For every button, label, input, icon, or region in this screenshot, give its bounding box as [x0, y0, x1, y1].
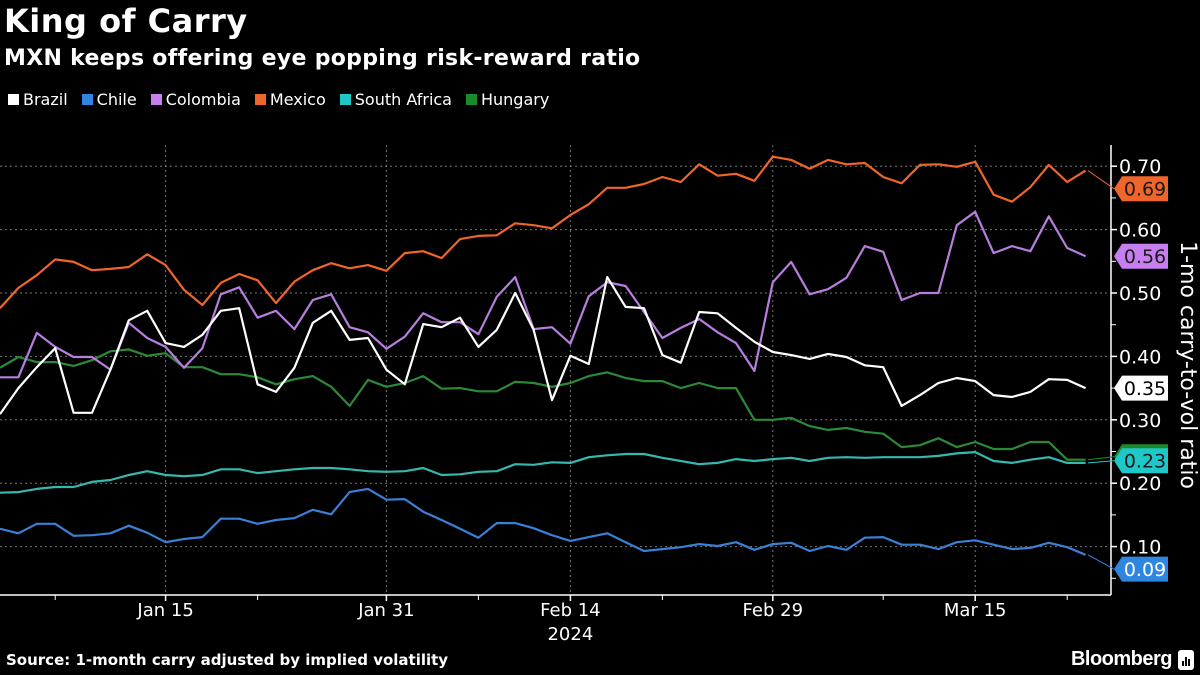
bloomberg-logo: Bloomberg: [1070, 648, 1173, 670]
y-axis-title: 1-mo carry-to-vol ratio: [1175, 241, 1200, 489]
legend-item-colombia: Colombia: [150, 90, 241, 109]
legend: Brazil Chile Colombia Mexico South Africa Hun…: [8, 90, 549, 109]
last-value-badge-colombia: [1114, 243, 1168, 269]
legend-item-south-africa: South Africa: [339, 90, 452, 109]
legend-item-chile: Chile: [81, 90, 137, 109]
badge-leader-south-africa: [1087, 460, 1115, 464]
x-tick-label: Feb 29: [743, 600, 804, 621]
legend-swatch: [8, 94, 19, 105]
last-value-label-chile: 0.09: [1124, 559, 1166, 581]
legend-label: Colombia: [165, 90, 241, 109]
bloomberg-chart-icon: [1178, 650, 1194, 670]
chart-subtitle: MXN keeps offering eye popping risk-rewa…: [4, 46, 641, 71]
chart-title: King of Carry: [4, 2, 248, 40]
y-tick-label: 0.60: [1119, 220, 1161, 242]
series-line-mexico: [0, 155, 1087, 309]
y-tick-label: 0.20: [1119, 473, 1161, 495]
y-tick-label: 0.40: [1119, 346, 1161, 368]
y-tick-label: 0.70: [1119, 156, 1161, 178]
last-value-badge-brazil: [1114, 375, 1168, 401]
source-note: Source: 1-month carry adjusted by implie…: [6, 651, 449, 669]
legend-item-hungary: Hungary: [465, 90, 550, 109]
last-value-label-colombia: 0.56: [1124, 246, 1166, 268]
legend-swatch: [150, 94, 162, 105]
last-value-badge-mexico: [1114, 176, 1168, 202]
legend-swatch: [81, 94, 93, 105]
series-line-colombia: [0, 210, 1087, 379]
legend-item-brazil: Brazil: [8, 90, 68, 109]
badge-leader-chile: [1087, 554, 1115, 570]
last-value-badge-chile: [1114, 556, 1168, 582]
x-year-label: 2024: [547, 624, 593, 645]
legend-swatch: [339, 94, 351, 105]
legend-label: Chile: [96, 90, 137, 109]
x-tick-label: Jan 15: [136, 600, 193, 621]
series-line-chile: [0, 487, 1087, 556]
badge-leader-hungary: [1087, 456, 1115, 461]
last-value-label-mexico: 0.69: [1124, 179, 1166, 201]
last-value-label-brazil: 0.35: [1124, 378, 1166, 400]
legend-item-mexico: Mexico: [254, 90, 326, 109]
legend-swatch: [465, 94, 477, 105]
last-value-badge-south-africa: [1114, 448, 1168, 474]
legend-label: Brazil: [23, 90, 68, 109]
legend-label: Hungary: [480, 90, 550, 109]
legend-label: Mexico: [269, 90, 326, 109]
series-line-brazil: [0, 276, 1087, 415]
x-tick-label: Jan 31: [357, 600, 414, 621]
y-tick-label: 0.10: [1119, 537, 1161, 559]
y-tick-label: 0.50: [1119, 283, 1161, 305]
legend-label: South Africa: [354, 90, 452, 109]
badge-leader-mexico: [1087, 170, 1115, 190]
series-line-south-africa: [0, 451, 1086, 494]
x-tick-label: Feb 14: [540, 600, 601, 621]
y-tick-label: 0.30: [1119, 410, 1161, 432]
last-value-label-south-africa: 0.23: [1124, 451, 1166, 473]
legend-swatch: [254, 94, 266, 105]
x-tick-label: Mar 15: [944, 600, 1007, 621]
